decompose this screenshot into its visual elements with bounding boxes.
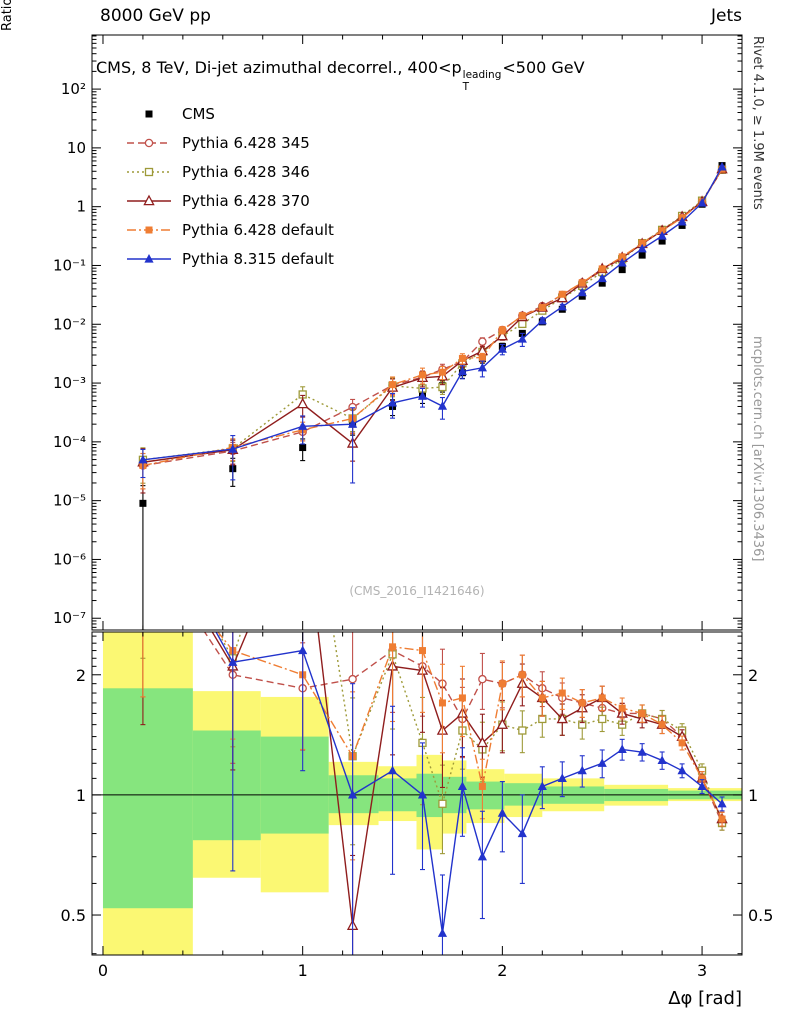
main-panel-series — [137, 161, 728, 630]
legend-item: Pythia 6.428 default — [126, 215, 334, 244]
pt-superscript: leading — [462, 69, 502, 81]
svg-text:1: 1 — [76, 198, 86, 216]
svg-text:10⁻⁵: 10⁻⁵ — [53, 492, 86, 510]
plot-title-pre: CMS, 8 TeV, Di-jet azimuthal decorrel., … — [96, 58, 462, 77]
pt-subscript: T — [462, 80, 470, 93]
legend-marker-0 — [145, 110, 153, 117]
plot-title: CMS, 8 TeV, Di-jet azimuthal decorrel., … — [96, 58, 746, 92]
svg-text:0.5: 0.5 — [61, 906, 86, 925]
legend-label: CMS — [182, 104, 215, 123]
legend-item: Pythia 6.428 346 — [126, 157, 334, 186]
legend-item: CMS — [126, 99, 334, 128]
svg-text:10⁻³: 10⁻³ — [53, 374, 86, 392]
legend-label: Pythia 8.315 default — [182, 249, 334, 268]
legend-item: Pythia 6.428 345 — [126, 128, 334, 157]
legend-marker-4 — [127, 226, 171, 233]
svg-text:1: 1 — [76, 786, 86, 805]
legend-label: Pythia 6.428 default — [182, 220, 334, 239]
svg-text:10⁻¹: 10⁻¹ — [53, 256, 86, 274]
series-pythia-8-315-default — [138, 161, 727, 484]
svg-text:0: 0 — [98, 961, 108, 980]
legend-label: Pythia 6.428 346 — [182, 162, 310, 181]
svg-text:1: 1 — [298, 961, 308, 980]
legend-marker-3 — [127, 194, 171, 205]
legend-item: Pythia 8.315 default — [126, 244, 334, 273]
legend-marker-2 — [127, 167, 171, 176]
legend-marker-5 — [127, 253, 171, 263]
svg-text:10²: 10² — [61, 80, 86, 98]
beam-energy-label: 8000 GeV pp — [100, 6, 211, 26]
legend-label: Pythia 6.428 345 — [182, 133, 310, 152]
ratio-axis-label: Ratio to CMS — [0, 0, 15, 31]
x-axis-label: Δφ [rad] — [668, 988, 742, 1009]
legend-marker-1 — [127, 138, 171, 147]
ratio-uncertainty-bands — [102, 632, 742, 955]
svg-text:10⁻²: 10⁻² — [53, 315, 86, 333]
axes-frames — [91, 34, 743, 956]
svg-text:10: 10 — [67, 139, 86, 157]
svg-text:3: 3 — [697, 961, 707, 980]
svg-text:0.5: 0.5 — [748, 906, 773, 925]
svg-text:2: 2 — [497, 961, 507, 980]
svg-text:10⁻⁴: 10⁻⁴ — [53, 433, 86, 451]
legend-item: Pythia 6.428 370 — [126, 186, 334, 215]
pt-supsub: leading T — [463, 70, 502, 92]
legend: CMS Pythia 6.428 345 Pythia 6.428 346 Pythi… — [126, 99, 334, 273]
svg-text:10⁻⁷: 10⁻⁷ — [53, 609, 86, 627]
legend-label: Pythia 6.428 370 — [182, 191, 310, 210]
mcplots-credit-note: mcplots.cern.ch [arXiv:1306.3436] — [750, 336, 765, 562]
svg-text:10⁻⁶: 10⁻⁶ — [53, 550, 86, 568]
svg-text:1: 1 — [748, 786, 758, 805]
plot-title-post: <500 GeV — [502, 58, 585, 77]
rivet-version-note: Rivet 4.1.0, ≥ 1.9M events — [750, 36, 765, 210]
watermark: (CMS_2016_I1421646) — [349, 584, 485, 598]
analysis-group-label: Jets — [711, 6, 742, 26]
ratio-panel-series — [140, 632, 728, 955]
svg-text:2: 2 — [76, 666, 86, 685]
svg-text:2: 2 — [748, 666, 758, 685]
